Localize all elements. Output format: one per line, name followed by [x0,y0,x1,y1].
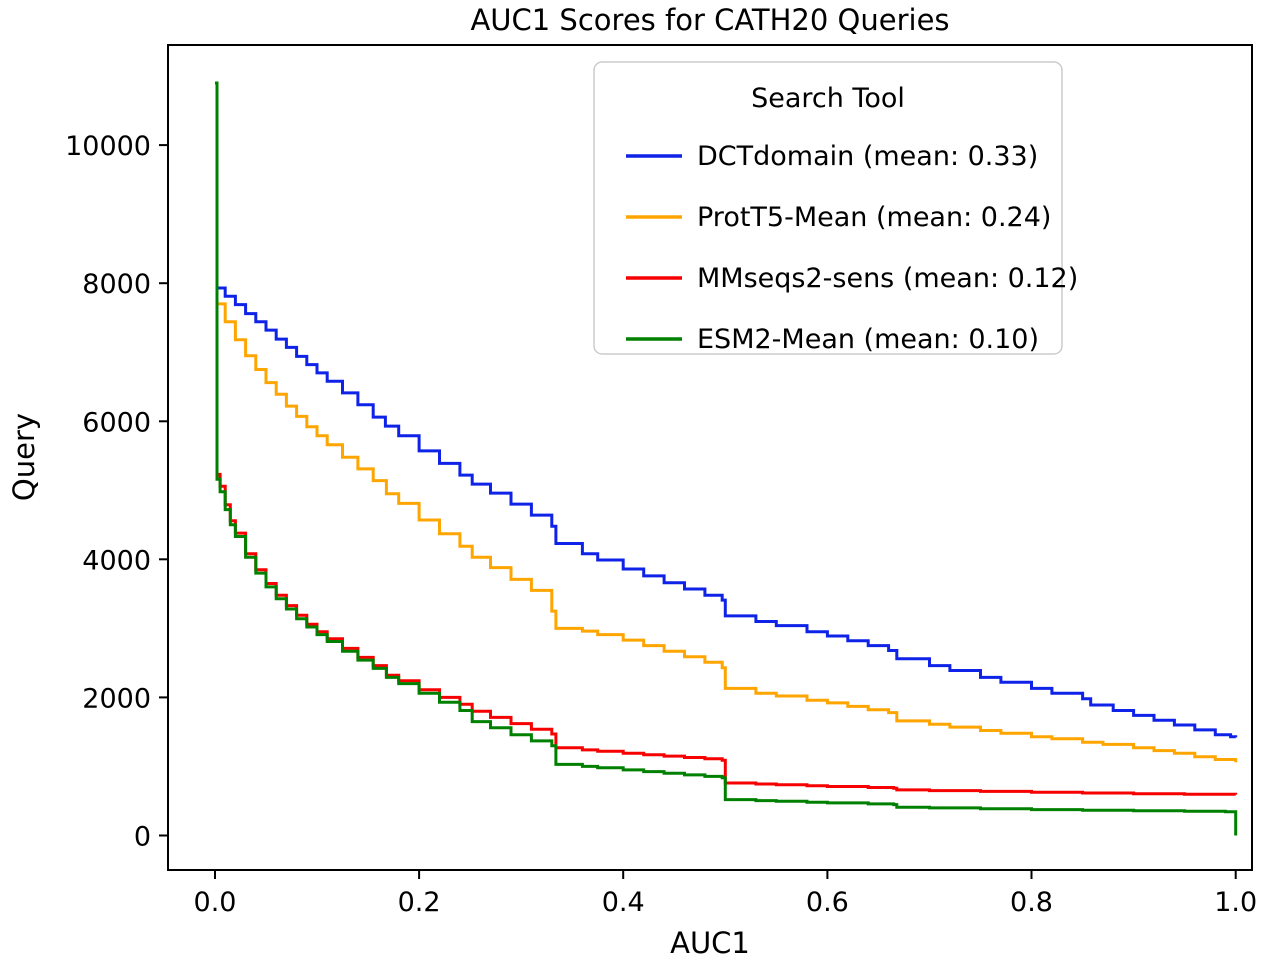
axes-layer: 0.0 0.2 0.4 0.6 0.8 1.0 0 2000 4000 6000 8000 10000 [65,44,1257,918]
y-tick-label: 8000 [82,269,151,300]
series-line-ESM2-Mean [215,81,1238,836]
y-tick-label: 2000 [82,683,151,714]
legend-label-DCTdomain: DCTdomain (mean: 0.33) [697,141,1038,172]
x-axis-label: AUC1 [670,926,750,960]
y-tick-label: 10000 [65,131,151,162]
y-axis-label: Query [7,413,41,501]
series-line-ProtT5-Mean [215,81,1238,763]
y-tick-label: 4000 [82,545,151,576]
x-tick-label: 0.8 [1010,887,1053,918]
y-tick-label: 6000 [82,407,151,438]
legend-frame [593,61,1063,355]
x-tick-label: 0.6 [806,887,849,918]
x-tick-label: 0.4 [602,887,645,918]
legend-label-ProtT5-Mean: ProtT5-Mean (mean: 0.24) [697,202,1051,233]
legend-title: Search Tool [751,83,905,114]
series-layer [215,81,1238,836]
legend-label-MMseqs2-sens: MMseqs2-sens (mean: 0.12) [697,263,1078,294]
x-tick-label: 1.0 [1214,887,1257,918]
series-line-MMseqs2-sens [215,81,1238,796]
legend-label-ESM2-Mean: ESM2-Mean (mean: 0.10) [697,324,1039,355]
x-tick-label: 0.0 [194,887,237,918]
chart-title: AUC1 Scores for CATH20 Queries [470,3,949,37]
y-tick-label: 0 [134,822,151,853]
legend-box: DCTdomain (mean: 0.33) ProtT5-Mean (mean:… [593,61,1078,355]
plot-spines [167,44,1253,871]
series-line-DCTdomain [215,81,1238,739]
x-tick-label: 0.2 [398,887,441,918]
